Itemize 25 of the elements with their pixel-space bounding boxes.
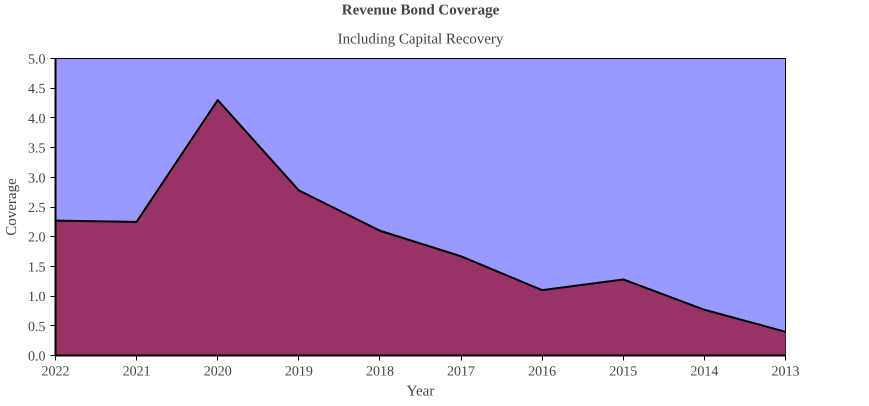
y-tick-label: 2.0: [28, 230, 46, 246]
y-axis-title: Coverage: [4, 178, 20, 236]
chart-title: Revenue Bond Coverage: [342, 2, 500, 18]
x-tick-label: 2013: [772, 364, 800, 380]
x-tick-label: 2022: [42, 364, 70, 380]
y-tick-label: 1.0: [28, 290, 46, 306]
x-tick-label: 2015: [609, 364, 638, 380]
y-tick-label: 0.0: [28, 350, 46, 364]
x-tick-label: 2016: [528, 364, 556, 380]
x-tick-label: 2020: [204, 364, 232, 380]
y-tick-label: 3.5: [28, 142, 46, 157]
chart-subtitle: Including Capital Recovery: [338, 32, 504, 48]
y-tick-label: 1.5: [28, 260, 46, 276]
y-tick-label: 4.0: [28, 112, 46, 127]
x-tick-label: 2019: [284, 364, 313, 380]
x-tick-label: 2018: [366, 364, 394, 380]
x-tick-label: 2021: [122, 364, 151, 380]
x-tick-label: 2014: [690, 364, 718, 380]
x-axis-title: Year: [406, 384, 434, 400]
y-tick-label: 0.5: [28, 320, 46, 335]
y-tick-label: 2.5: [28, 201, 46, 216]
y-tick-label: 5.0: [28, 52, 46, 68]
x-tick-label: 2017: [447, 364, 476, 380]
y-tick-label: 4.5: [28, 82, 46, 98]
y-tick-label: 3.0: [28, 171, 46, 186]
